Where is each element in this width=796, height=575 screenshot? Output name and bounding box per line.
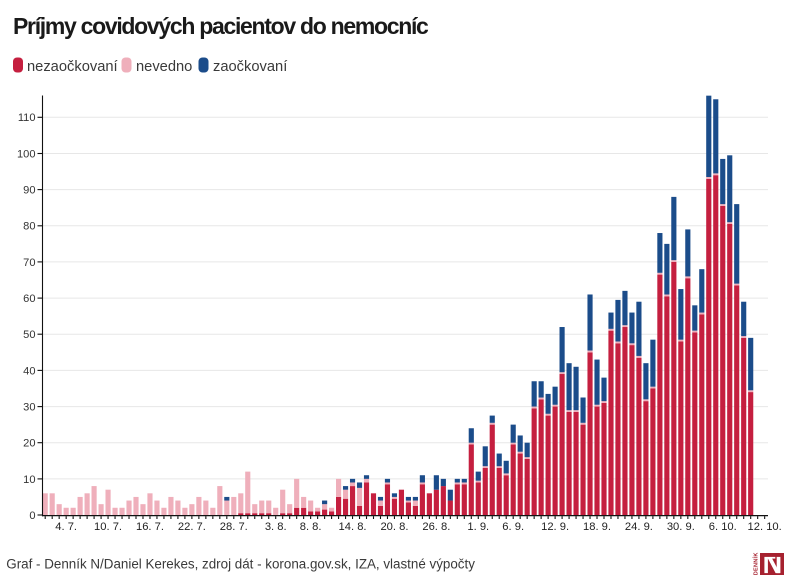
svg-text:26. 8.: 26. 8. — [422, 521, 450, 533]
svg-text:nevedno: nevedno — [136, 59, 192, 75]
svg-text:12. 10.: 12. 10. — [748, 521, 782, 533]
svg-text:10: 10 — [23, 474, 35, 486]
svg-text:28. 7.: 28. 7. — [220, 521, 248, 533]
svg-text:110: 110 — [18, 112, 36, 124]
svg-text:22. 7.: 22. 7. — [178, 521, 206, 533]
svg-text:6. 9.: 6. 9. — [502, 521, 524, 533]
svg-text:16. 7.: 16. 7. — [136, 521, 164, 533]
svg-text:Graf - Denník N/Daniel Kerekes: Graf - Denník N/Daniel Kerekes, zdroj dá… — [6, 557, 475, 572]
svg-text:0: 0 — [29, 510, 35, 522]
svg-text:100: 100 — [17, 148, 36, 160]
svg-text:70: 70 — [23, 257, 35, 269]
svg-text:90: 90 — [23, 185, 35, 197]
svg-text:6. 10.: 6. 10. — [709, 521, 737, 533]
svg-text:12. 9.: 12. 9. — [541, 521, 569, 533]
svg-text:10. 7.: 10. 7. — [94, 521, 122, 533]
svg-text:zaočkovaní: zaočkovaní — [213, 59, 288, 75]
svg-text:14. 8.: 14. 8. — [339, 521, 367, 533]
svg-text:DENNÍK: DENNÍK — [751, 552, 759, 575]
svg-text:30: 30 — [23, 401, 35, 413]
svg-text:60: 60 — [23, 293, 35, 305]
svg-text:3. 8.: 3. 8. — [265, 521, 287, 533]
svg-text:Príjmy covidových pacientov do: Príjmy covidových pacientov do nemocníc — [13, 13, 429, 39]
svg-text:4. 7.: 4. 7. — [55, 521, 77, 533]
svg-text:50: 50 — [23, 329, 35, 341]
svg-text:8. 8.: 8. 8. — [300, 521, 322, 533]
svg-text:1. 9.: 1. 9. — [467, 521, 489, 533]
svg-text:nezaočkovaní: nezaočkovaní — [27, 59, 119, 75]
svg-text:20: 20 — [23, 438, 35, 450]
svg-text:24. 9.: 24. 9. — [625, 521, 653, 533]
svg-text:18. 9.: 18. 9. — [583, 521, 611, 533]
svg-text:20. 8.: 20. 8. — [380, 521, 408, 533]
svg-text:30. 9.: 30. 9. — [667, 521, 695, 533]
svg-text:40: 40 — [23, 365, 35, 377]
svg-text:80: 80 — [23, 221, 35, 233]
